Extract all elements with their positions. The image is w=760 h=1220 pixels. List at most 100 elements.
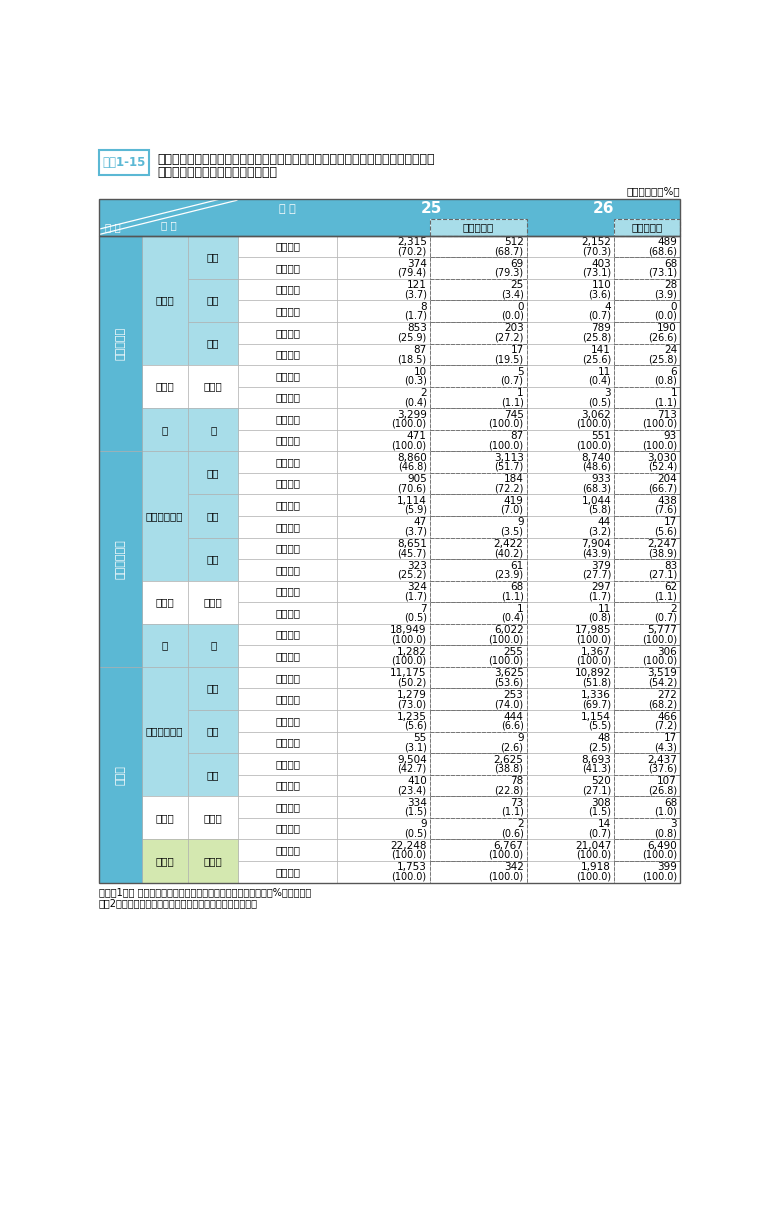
- Text: (0.5): (0.5): [588, 398, 611, 407]
- Text: (100.0): (100.0): [642, 850, 677, 860]
- Text: 334: 334: [407, 798, 426, 808]
- Text: (68.6): (68.6): [648, 246, 677, 256]
- Bar: [99, 235, 680, 882]
- Text: (3.9): (3.9): [654, 289, 677, 299]
- Text: 48: 48: [598, 733, 611, 743]
- Bar: [430, 581, 527, 603]
- Text: 2,422: 2,422: [494, 539, 524, 549]
- Text: 444: 444: [504, 711, 524, 721]
- Text: 2,437: 2,437: [648, 755, 677, 765]
- Text: 471: 471: [407, 431, 426, 442]
- Text: (5.5): (5.5): [588, 721, 611, 731]
- Text: (23.4): (23.4): [397, 786, 426, 795]
- Text: その他: その他: [155, 382, 174, 392]
- Text: （含大学院）別申込者数・合格者数: （含大学院）別申込者数・合格者数: [157, 166, 277, 179]
- Bar: [239, 861, 337, 882]
- Bar: [527, 817, 614, 839]
- Text: 78: 78: [510, 776, 524, 786]
- Text: (0.5): (0.5): [404, 612, 426, 622]
- Text: 申込者数: 申込者数: [275, 716, 300, 726]
- Text: 公立: 公立: [207, 727, 220, 737]
- Text: 466: 466: [657, 711, 677, 721]
- Text: 55: 55: [413, 733, 426, 743]
- Text: 121: 121: [407, 281, 426, 290]
- Text: 68: 68: [510, 582, 524, 592]
- Bar: [188, 451, 239, 494]
- Text: 24: 24: [663, 345, 677, 355]
- Bar: [614, 710, 680, 732]
- Bar: [527, 409, 614, 429]
- Bar: [527, 365, 614, 387]
- Bar: [430, 538, 527, 559]
- Bar: [337, 473, 430, 494]
- Bar: [614, 322, 680, 344]
- Bar: [430, 235, 527, 257]
- Text: (42.7): (42.7): [397, 764, 426, 773]
- Bar: [614, 688, 680, 710]
- Bar: [337, 429, 430, 451]
- Text: (3.5): (3.5): [501, 527, 524, 537]
- Text: (18.5): (18.5): [397, 354, 426, 364]
- Text: (27.1): (27.1): [648, 570, 677, 580]
- Text: 国立: 国立: [207, 683, 220, 693]
- Bar: [430, 775, 527, 797]
- Bar: [337, 861, 430, 882]
- Bar: [430, 322, 527, 344]
- Text: 18,949: 18,949: [390, 626, 426, 636]
- Bar: [239, 516, 337, 538]
- Text: 合格者数: 合格者数: [275, 824, 300, 833]
- Bar: [614, 300, 680, 322]
- Bar: [614, 797, 680, 817]
- Text: 大学院・大学: 大学院・大学: [146, 727, 183, 737]
- Bar: [99, 150, 149, 174]
- Bar: [337, 839, 430, 861]
- Bar: [99, 667, 141, 882]
- Bar: [188, 667, 239, 710]
- Text: (68.3): (68.3): [582, 483, 611, 493]
- Text: (3.7): (3.7): [404, 527, 426, 537]
- Text: (5.9): (5.9): [404, 505, 426, 515]
- Text: 1,282: 1,282: [397, 647, 426, 656]
- Text: 10: 10: [413, 366, 426, 377]
- Bar: [614, 603, 680, 623]
- Text: (2.6): (2.6): [501, 742, 524, 752]
- Bar: [239, 494, 337, 516]
- Text: (100.0): (100.0): [576, 440, 611, 450]
- Text: (1.1): (1.1): [654, 398, 677, 407]
- Bar: [430, 645, 527, 667]
- Text: 26: 26: [593, 201, 614, 216]
- Bar: [239, 559, 337, 581]
- Bar: [337, 279, 430, 300]
- Text: (25.6): (25.6): [582, 354, 611, 364]
- Bar: [430, 559, 527, 581]
- Text: (1.7): (1.7): [404, 592, 426, 601]
- Text: (0.4): (0.4): [501, 612, 524, 622]
- Text: 14: 14: [598, 820, 611, 830]
- Text: 1: 1: [517, 388, 524, 398]
- Bar: [99, 451, 141, 667]
- Text: (0.0): (0.0): [654, 311, 677, 321]
- Text: (100.0): (100.0): [391, 634, 426, 644]
- Text: (38.8): (38.8): [495, 764, 524, 773]
- Text: (7.6): (7.6): [654, 505, 677, 515]
- Text: (73.1): (73.1): [648, 268, 677, 278]
- Bar: [239, 839, 337, 861]
- Bar: [239, 300, 337, 322]
- Bar: [430, 451, 527, 473]
- Text: 2: 2: [420, 388, 426, 398]
- Text: 253: 253: [504, 691, 524, 700]
- Bar: [337, 300, 430, 322]
- Bar: [614, 732, 680, 753]
- Text: 申込者数: 申込者数: [275, 500, 300, 510]
- Text: 申込者数: 申込者数: [275, 630, 300, 639]
- Text: (100.0): (100.0): [489, 418, 524, 428]
- Text: 合格者数: 合格者数: [275, 694, 300, 704]
- Bar: [614, 387, 680, 409]
- Text: (68.2): (68.2): [648, 699, 677, 709]
- Text: (45.7): (45.7): [397, 548, 426, 558]
- Text: 512: 512: [504, 237, 524, 248]
- Bar: [430, 494, 527, 516]
- Bar: [239, 753, 337, 775]
- Bar: [527, 559, 614, 581]
- Text: (70.2): (70.2): [397, 246, 426, 256]
